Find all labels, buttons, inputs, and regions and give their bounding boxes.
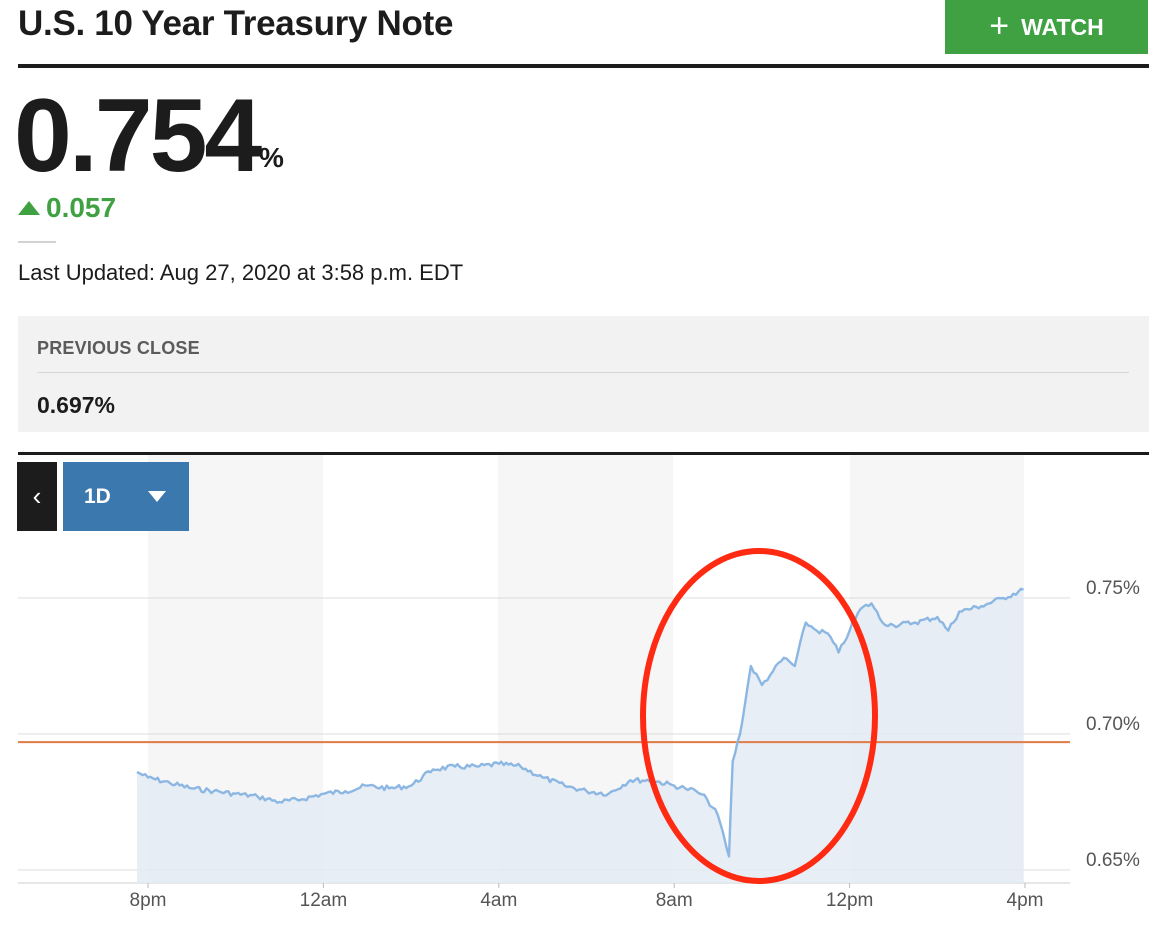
- chart-divider: [18, 452, 1149, 455]
- yield-series-line: [136, 587, 1024, 858]
- divider: [18, 241, 56, 243]
- x-tick-label: 8am: [656, 890, 693, 911]
- previous-close-label: PREVIOUS CLOSE: [37, 338, 200, 358]
- range-selector[interactable]: 1D: [63, 462, 189, 531]
- price-change: 0.057: [18, 192, 116, 224]
- plus-icon: +: [989, 6, 1010, 45]
- x-tick-label: 4pm: [1007, 890, 1044, 911]
- y-tick-label: 0.75%: [1086, 578, 1140, 599]
- previous-close-value: 0.697%: [37, 392, 116, 418]
- divider: [37, 372, 1129, 373]
- x-tick-label: 4am: [480, 890, 517, 911]
- x-tick-label: 12pm: [826, 890, 874, 911]
- watch-button[interactable]: + WATCH: [945, 0, 1148, 54]
- yield-chart: 0.65% 0.70% 0.75% 8pm 12am 4am 8am 12pm 4pm: [18, 455, 1140, 911]
- chart-back-button[interactable]: ‹: [17, 462, 57, 531]
- price-value: 0.754: [14, 78, 262, 194]
- previous-close-panel: PREVIOUS CLOSE 0.697%: [18, 316, 1149, 432]
- price-change-value: 0.057: [46, 192, 117, 223]
- page-title: U.S. 10 Year Treasury Note: [18, 4, 454, 43]
- y-tick-label: 0.70%: [1086, 714, 1140, 735]
- caret-down-icon: [148, 491, 166, 502]
- watch-button-label: WATCH: [1021, 13, 1104, 40]
- x-tick-label: 12am: [300, 890, 348, 911]
- price-unit: %: [259, 142, 284, 173]
- header-divider: [18, 64, 1149, 68]
- range-selector-label: 1D: [84, 484, 111, 508]
- arrow-up-icon: [18, 201, 40, 215]
- y-tick-label: 0.65%: [1086, 850, 1140, 871]
- chevron-left-icon: ‹: [32, 481, 42, 511]
- x-tick-label: 8pm: [130, 890, 167, 911]
- highlight-ellipse: [640, 548, 878, 884]
- chart-area-fill: [137, 588, 1024, 883]
- last-updated-text: Last Updated: Aug 27, 2020 at 3:58 p.m. …: [18, 260, 464, 285]
